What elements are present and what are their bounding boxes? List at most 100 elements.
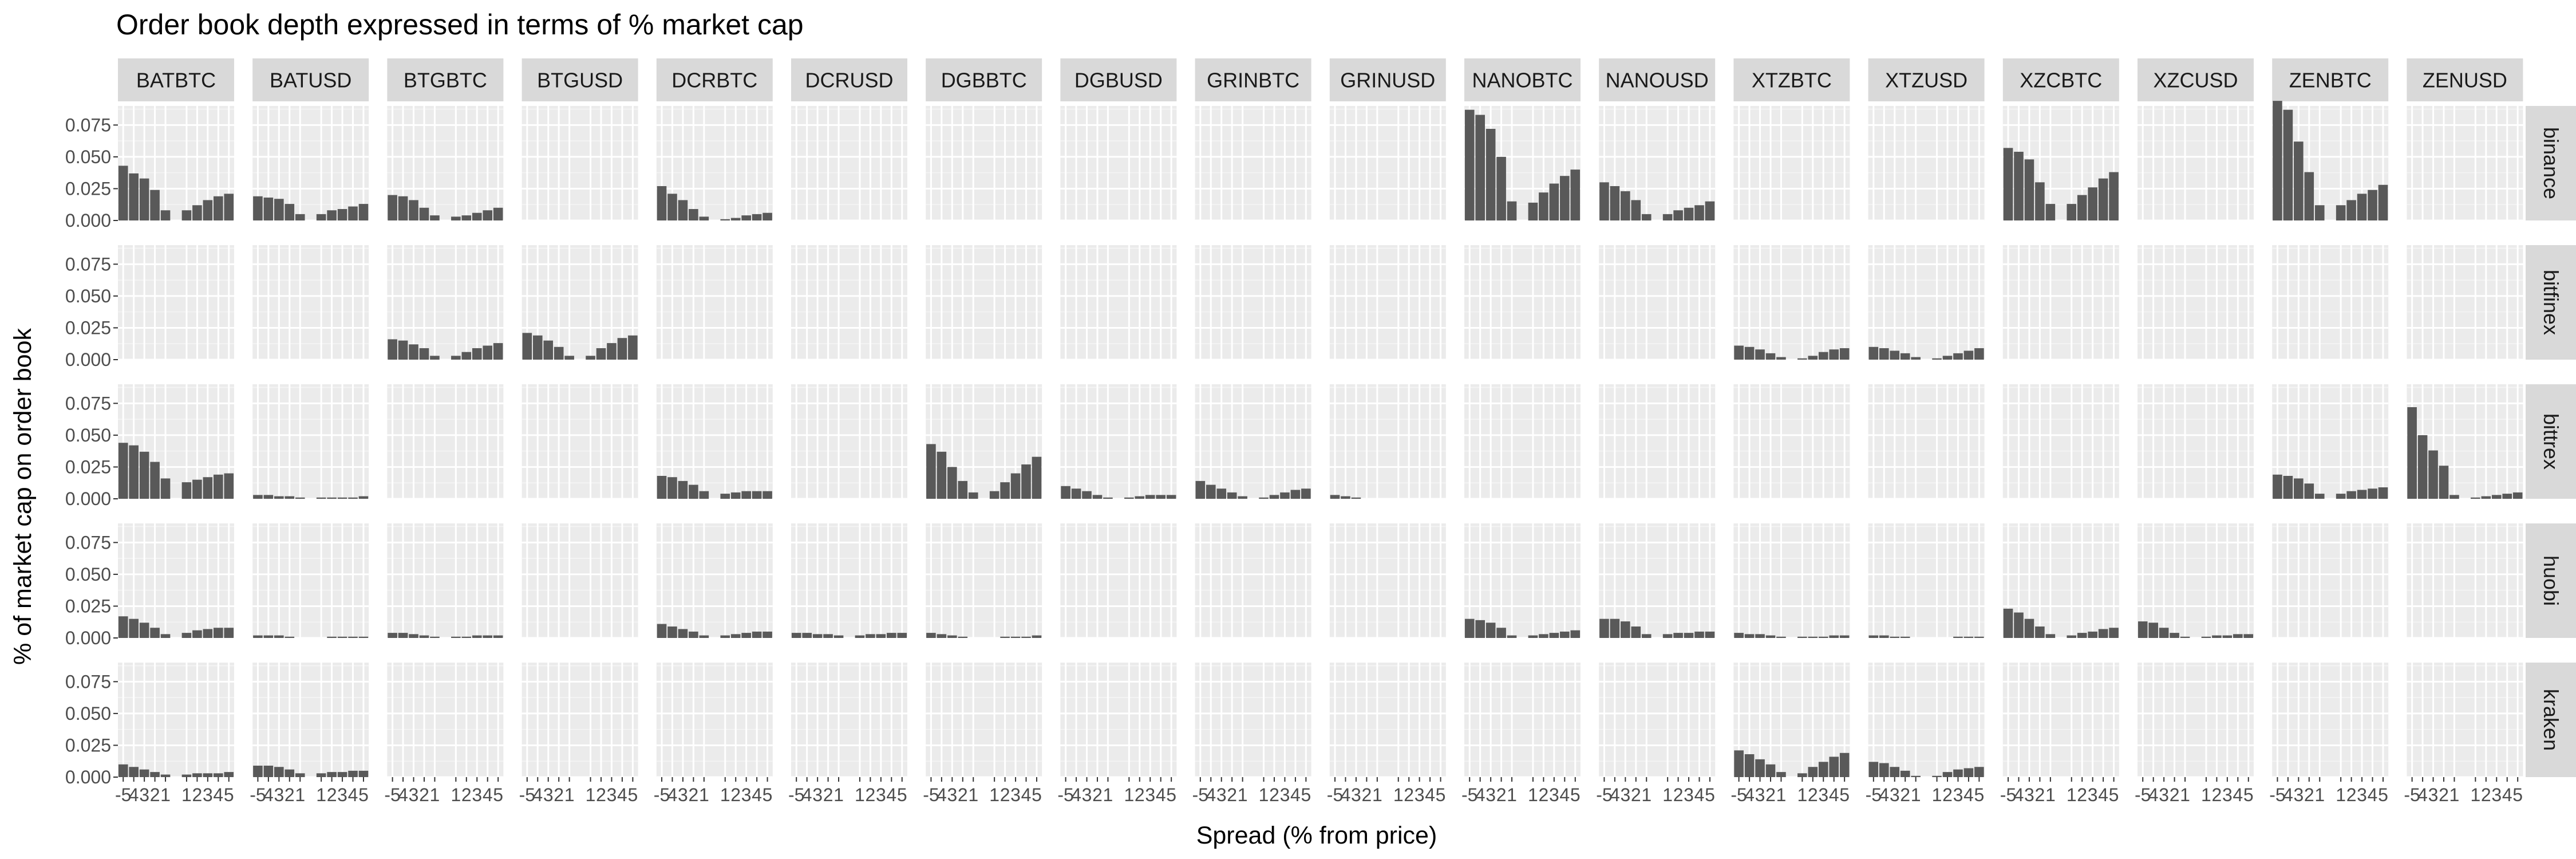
bar-kraken-batusd--2 — [285, 769, 295, 777]
bar-huobi-dcrusd--1 — [833, 635, 844, 638]
bar-huobi-dcrusd-3 — [876, 634, 886, 638]
bar-bittrex-zenbtc-1 — [2336, 494, 2346, 499]
bar-huobi-nanousd--4 — [1610, 618, 1620, 638]
panel-background — [1060, 384, 1177, 499]
panel-huobi-xtzusd — [1868, 523, 1985, 639]
bar-binance-btgbtc--4 — [398, 196, 408, 220]
bar-huobi-dcrusd--2 — [823, 634, 833, 638]
bar-bitfinex-xtzusd-5 — [1974, 348, 1984, 360]
bar-bittrex-zenusd-5 — [2512, 492, 2523, 499]
facet-strip-label-dcrusd: DCRUSD — [805, 69, 893, 92]
y-tick-label: 0.050 — [65, 564, 111, 585]
bar-bitfinex-xtzbtc--2 — [1765, 353, 1776, 360]
facet-strip-label-btgbtc: BTGBTC — [404, 69, 487, 92]
bar-huobi-dgbbtc-4 — [1021, 636, 1031, 638]
x-tick-label: 5 — [627, 785, 638, 805]
bar-bittrex-dcrbtc-3 — [741, 491, 751, 499]
x-tick-label: 3 — [337, 785, 347, 805]
bar-binance-xzcbtc-2 — [2077, 195, 2087, 220]
x-tick-label: -5 — [2404, 785, 2420, 805]
bar-bittrex-dcrbtc--4 — [667, 477, 677, 499]
x-tick-label: 2 — [1000, 785, 1010, 805]
panel-bittrex-grinusd — [1329, 384, 1446, 500]
bar-bittrex-dgbbtc--5 — [926, 444, 936, 499]
bar-binance-xzcbtc-1 — [2067, 204, 2077, 220]
facet-row-strip-kraken — [2526, 663, 2576, 777]
x-tick-label: 3 — [2357, 785, 2367, 805]
bar-binance-batusd-3 — [337, 209, 347, 220]
bar-huobi-xtzbtc-4 — [1829, 635, 1839, 638]
bar-binance-zenbtc-4 — [2368, 190, 2377, 220]
panel-bitfinex-zenbtc — [2272, 245, 2389, 361]
facet-strip-dcrbtc — [656, 58, 773, 101]
bar-binance-dcrbtc--3 — [678, 200, 688, 220]
x-tick-label: 4 — [1341, 785, 1351, 805]
panel-binance-xtzusd — [1868, 106, 1985, 222]
bar-bittrex-zenusd--2 — [2439, 466, 2449, 499]
bar-binance-batbtc-4 — [214, 196, 223, 220]
x-tick-label: 3 — [203, 785, 213, 805]
bar-binance-nanobtc--2 — [1496, 156, 1506, 220]
panel-bittrex-zenusd — [2407, 384, 2523, 500]
panel-background — [1868, 384, 1985, 499]
x-tick-label: 3 — [139, 785, 149, 805]
panel-bittrex-dcrbtc — [656, 384, 773, 500]
bar-bitfinex-xtzbtc--5 — [1734, 345, 1744, 360]
panel-background — [2272, 523, 2389, 638]
x-tick-label: -5 — [2269, 785, 2285, 805]
bar-bittrex-grinbtc--2 — [1227, 492, 1237, 499]
panel-background — [1464, 663, 1581, 777]
bar-bittrex-dcrbtc--3 — [678, 480, 688, 499]
panel-kraken-zenbtc — [2272, 663, 2389, 778]
panel-bittrex-dgbbtc — [926, 384, 1042, 500]
bar-bitfinex-btgusd--2 — [554, 346, 564, 360]
x-tick-label: 1 — [1507, 785, 1517, 805]
bar-binance-zenbtc--2 — [2304, 172, 2314, 220]
panel-kraken-dcrbtc — [656, 663, 773, 778]
x-tick-label: 4 — [1610, 785, 1620, 805]
x-tick-label: 2 — [958, 785, 968, 805]
bar-bitfinex-xtzbtc-2 — [1808, 356, 1818, 360]
y-tick-label: 0.075 — [65, 393, 111, 413]
bar-kraken-xtzusd--4 — [1879, 763, 1889, 777]
bar-binance-dcrbtc--4 — [667, 194, 677, 220]
bar-bittrex-batusd--2 — [285, 496, 295, 499]
panel-huobi-xzcbtc — [2002, 523, 2119, 639]
bar-huobi-batbtc-5 — [224, 628, 234, 638]
bar-bittrex-grinbtc-2 — [1269, 495, 1279, 499]
bar-bitfinex-xtzusd-4 — [1963, 350, 1974, 360]
panel-kraken-nanobtc — [1464, 663, 1581, 778]
panel-bitfinex-grinusd — [1329, 245, 1446, 361]
x-tick-label: 3 — [1818, 785, 1828, 805]
bar-bittrex-batusd-5 — [358, 496, 369, 499]
bar-kraken-batbtc--2 — [150, 772, 160, 777]
x-axis-label: Spread (% from price) — [1196, 822, 1437, 849]
facet-strip-grinusd — [1329, 58, 1446, 101]
x-tick-label: 4 — [129, 785, 139, 805]
x-tick-label: 4 — [1290, 785, 1301, 805]
x-tick-label: -5 — [1461, 785, 1477, 805]
panel-background — [1195, 245, 1311, 360]
bar-huobi-btgbtc-5 — [493, 635, 503, 638]
x-tick-label: 1 — [699, 785, 709, 805]
bar-bitfinex-xtzusd--1 — [1911, 357, 1921, 360]
bar-binance-batbtc--2 — [150, 190, 160, 220]
bar-binance-zenbtc--5 — [2273, 101, 2282, 220]
bar-huobi-nanousd-2 — [1673, 633, 1683, 638]
bar-huobi-xtzbtc-5 — [1839, 635, 1850, 638]
bar-huobi-xzcbtc-4 — [2098, 629, 2108, 638]
bar-bittrex-zenbtc--1 — [2314, 494, 2325, 499]
x-tick-label: 1 — [451, 785, 461, 805]
bar-binance-batbtc--4 — [129, 173, 139, 220]
bar-huobi-batusd--5 — [253, 635, 263, 638]
y-tick-label: 0.025 — [65, 456, 111, 477]
x-tick-label: 1 — [2314, 785, 2325, 805]
panel-background — [791, 245, 907, 360]
x-tick-label: 4 — [1694, 785, 1705, 805]
bar-binance-zenbtc-5 — [2378, 184, 2388, 220]
panel-background — [926, 663, 1042, 777]
bar-binance-nanobtc--3 — [1485, 129, 1496, 220]
panel-binance-xzcusd — [2138, 106, 2254, 222]
panel-background — [1868, 245, 1985, 360]
x-tick-label: -5 — [1596, 785, 1612, 805]
